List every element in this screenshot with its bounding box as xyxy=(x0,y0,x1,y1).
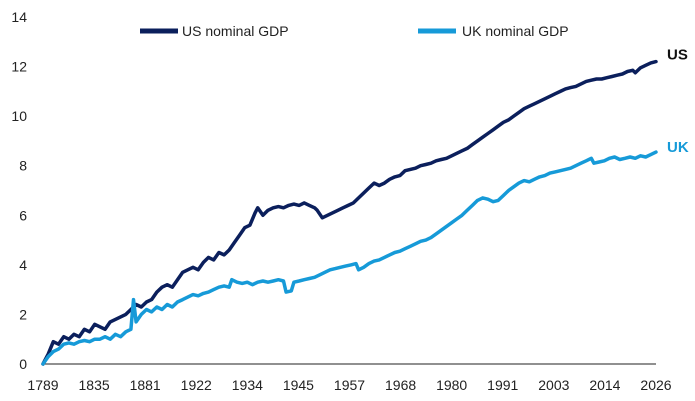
x-tick-label: 1881 xyxy=(130,377,161,393)
x-tick-label: 1945 xyxy=(283,377,314,393)
x-tick-label: 1835 xyxy=(79,377,110,393)
x-tick-label: 1991 xyxy=(487,377,518,393)
series-line-uk xyxy=(41,150,658,366)
y-tick-label: 12 xyxy=(11,59,27,75)
x-axis-ticks: 1789 1835 1881 1922 1934 1945 1957 1968 1980 1991… xyxy=(27,377,671,393)
x-tick-label: 2003 xyxy=(538,377,569,393)
end-label-us: US xyxy=(667,47,688,64)
x-tick-label: 1922 xyxy=(181,377,212,393)
x-tick-label: 1789 xyxy=(27,377,58,393)
x-tick-label: 1968 xyxy=(385,377,416,393)
series-lines xyxy=(41,59,658,366)
y-tick-label: 8 xyxy=(19,158,27,174)
end-labels: US UK xyxy=(667,47,689,156)
y-tick-label: 14 xyxy=(11,9,27,25)
legend: US nominal GDP UK nominal GDP xyxy=(140,23,569,39)
y-tick-label: 10 xyxy=(11,108,27,124)
y-tick-label: 4 xyxy=(19,257,27,273)
y-tick-label: 2 xyxy=(19,306,27,322)
legend-label-us: US nominal GDP xyxy=(182,23,289,39)
legend-label-uk: UK nominal GDP xyxy=(462,23,569,39)
y-tick-label: 6 xyxy=(19,207,27,223)
x-tick-label: 2026 xyxy=(640,377,671,393)
y-axis-ticks: 0 2 4 6 8 10 12 14 xyxy=(11,9,27,372)
series-line-us xyxy=(41,59,658,366)
end-label-uk: UK xyxy=(667,139,689,156)
x-tick-label: 1957 xyxy=(334,377,365,393)
x-tick-label: 2014 xyxy=(589,377,620,393)
y-tick-label: 0 xyxy=(19,356,27,372)
x-tick-label: 1980 xyxy=(436,377,467,393)
x-tick-label: 1934 xyxy=(232,377,263,393)
